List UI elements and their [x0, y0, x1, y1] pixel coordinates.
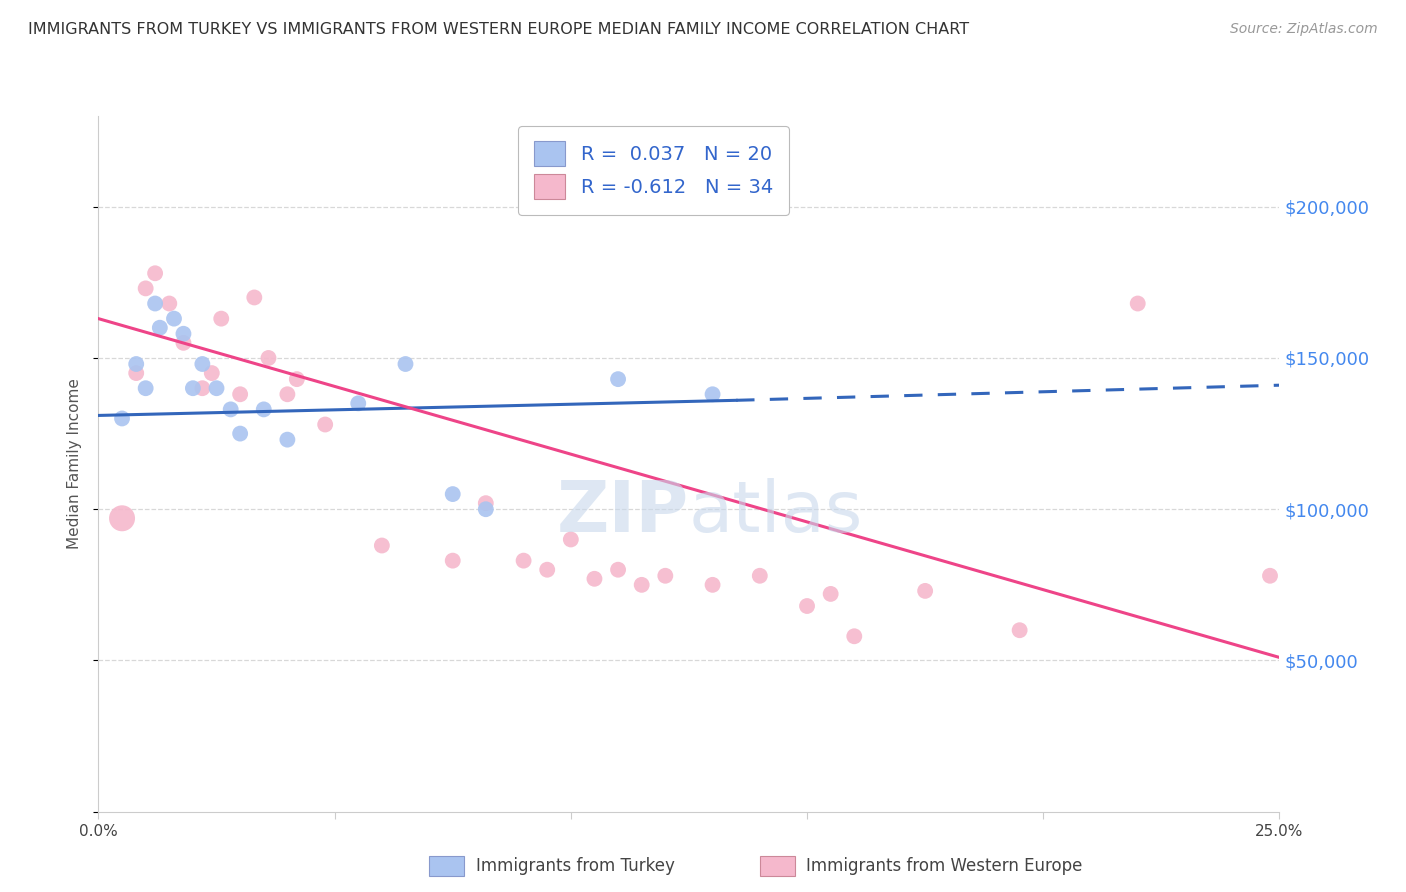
Point [748, 568, 770, 582]
Point [111, 411, 134, 425]
Point [314, 417, 336, 432]
Point [209, 311, 232, 326]
Point [219, 402, 242, 417]
Point [157, 296, 180, 310]
Point [243, 290, 266, 304]
Point [1008, 624, 1031, 638]
Point [191, 381, 214, 395]
Point [276, 387, 298, 401]
Point [253, 402, 276, 417]
Point [583, 572, 606, 586]
Point [560, 533, 582, 547]
Point [475, 502, 498, 516]
Point [111, 511, 134, 525]
Point [630, 578, 652, 592]
Text: IMMIGRANTS FROM TURKEY VS IMMIGRANTS FROM WESTERN EUROPE MEDIAN FAMILY INCOME CO: IMMIGRANTS FROM TURKEY VS IMMIGRANTS FRO… [28, 22, 969, 37]
Point [191, 357, 214, 371]
Text: Immigrants from Turkey: Immigrants from Turkey [475, 857, 675, 875]
Point [285, 372, 308, 386]
Text: Source: ZipAtlas.com: Source: ZipAtlas.com [1230, 22, 1378, 37]
Text: ZIP: ZIP [557, 478, 689, 547]
Point [512, 554, 534, 568]
Point [201, 366, 224, 380]
Point [441, 554, 464, 568]
Point [607, 372, 630, 386]
Point [229, 426, 252, 441]
Point [163, 311, 186, 326]
Point [347, 396, 370, 410]
Y-axis label: Median Family Income: Median Family Income [67, 378, 83, 549]
Point [536, 563, 558, 577]
Point [607, 563, 630, 577]
Point [702, 578, 724, 592]
Point [205, 381, 228, 395]
Point [820, 587, 842, 601]
Point [475, 496, 498, 510]
Point [441, 487, 464, 501]
Point [276, 433, 298, 447]
Point [143, 296, 166, 310]
Point [914, 583, 936, 598]
Point [125, 357, 148, 371]
Point [125, 366, 148, 380]
Text: Immigrants from Western Europe: Immigrants from Western Europe [806, 857, 1083, 875]
Text: atlas: atlas [689, 478, 863, 547]
Point [257, 351, 280, 365]
Point [172, 335, 194, 350]
Point [181, 381, 204, 395]
Point [844, 629, 866, 643]
Point [394, 357, 416, 371]
Point [149, 320, 172, 334]
Point [654, 568, 676, 582]
Legend: R =  0.037   N = 20, R = -0.612   N = 34: R = 0.037 N = 20, R = -0.612 N = 34 [519, 126, 789, 215]
Point [135, 381, 157, 395]
Point [1126, 296, 1149, 310]
Point [172, 326, 194, 341]
Point [371, 539, 394, 553]
Point [143, 266, 166, 280]
Point [229, 387, 252, 401]
Point [135, 281, 157, 295]
Point [1258, 568, 1281, 582]
Point [796, 599, 818, 613]
Point [702, 387, 724, 401]
